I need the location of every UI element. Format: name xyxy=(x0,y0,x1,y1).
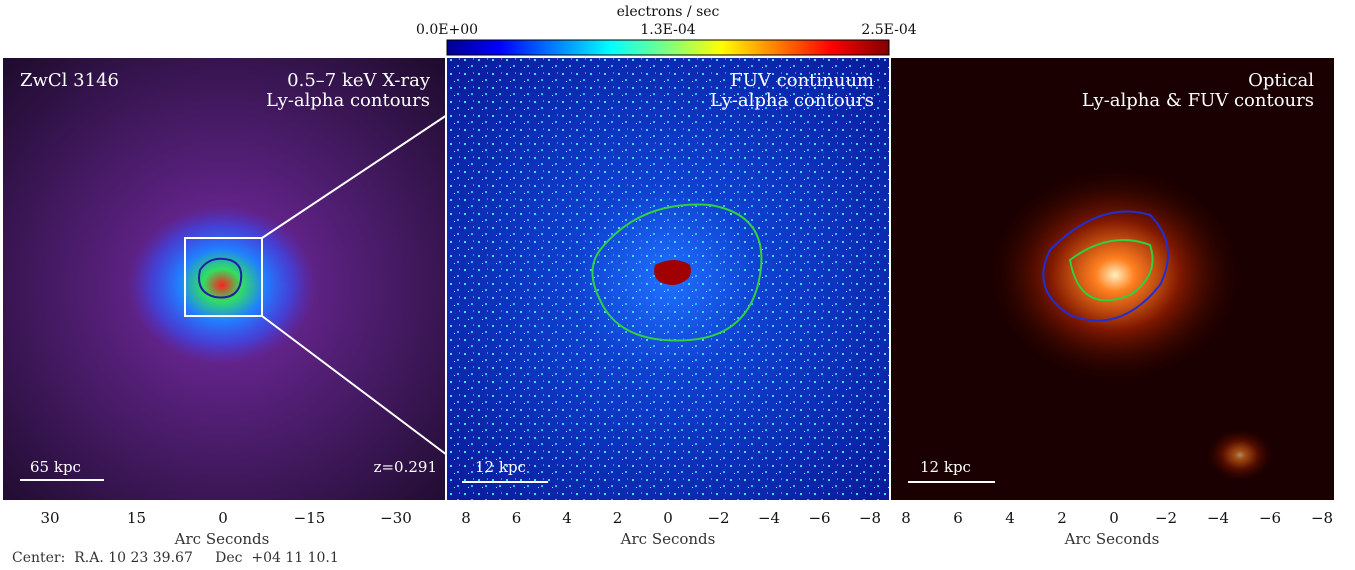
x-axis-label: Arc Seconds xyxy=(620,530,716,548)
colorbar-tick: 1.3E-04 xyxy=(640,22,695,38)
x-axis-label: Arc Seconds xyxy=(1064,530,1160,548)
x-tick-label: 2 xyxy=(613,509,623,527)
x-tick-label: −2 xyxy=(1155,509,1177,527)
panel-label: ZwCl 3146 xyxy=(20,70,119,91)
panel-caption: FUV continuum xyxy=(730,70,874,91)
scale-bar-label: 12 kpc xyxy=(475,458,526,476)
panel-caption: Ly-alpha contours xyxy=(266,90,430,111)
x-tick-label: −8 xyxy=(859,509,881,527)
contour xyxy=(1068,239,1154,302)
contour xyxy=(198,257,243,299)
x-tick-label: 15 xyxy=(127,509,146,527)
scale-bar-label: 12 kpc xyxy=(920,458,971,476)
colorbar-label: electrons / sec xyxy=(617,4,720,20)
colorbar xyxy=(446,39,890,56)
zoom-box xyxy=(184,237,263,317)
contour xyxy=(1042,210,1169,322)
zoom-line xyxy=(261,315,448,456)
panel-caption: Ly-alpha & FUV contours xyxy=(1082,90,1314,111)
fuv-core xyxy=(654,260,691,285)
galaxy xyxy=(1205,427,1275,483)
x-tick-label: 30 xyxy=(40,509,59,527)
x-tick-label: −4 xyxy=(1207,509,1229,527)
x-tick-label: 0 xyxy=(218,509,228,527)
panel-caption: Optical xyxy=(1248,70,1314,91)
contour xyxy=(591,203,763,342)
x-tick-label: −15 xyxy=(294,509,326,527)
x-tick-label: −6 xyxy=(1259,509,1281,527)
x-tick-label: −4 xyxy=(758,509,780,527)
colorbar-tick: 0.0E+00 xyxy=(416,22,478,38)
x-tick-label: 8 xyxy=(461,509,471,527)
x-tick-label: 0 xyxy=(663,509,673,527)
x-tick-label: 0 xyxy=(1109,509,1119,527)
x-tick-label: 4 xyxy=(1005,509,1015,527)
center-coordinates: Center: R.A. 10 23 39.67 Dec +04 11 10.1 xyxy=(12,550,339,566)
scale-bar-label: 65 kpc xyxy=(30,458,81,476)
x-axis-label: Arc Seconds xyxy=(174,530,270,548)
optical-core xyxy=(985,165,1245,385)
xray-core xyxy=(127,205,317,365)
x-tick-label: −30 xyxy=(380,509,412,527)
x-tick-label: 8 xyxy=(901,509,911,527)
x-tick-label: 2 xyxy=(1057,509,1067,527)
x-tick-label: −2 xyxy=(707,509,729,527)
colorbar-tick: 2.5E-04 xyxy=(861,22,916,38)
x-tick-label: 4 xyxy=(562,509,572,527)
x-tick-label: 6 xyxy=(512,509,522,527)
zoom-line xyxy=(261,114,448,239)
x-tick-label: 6 xyxy=(953,509,963,527)
redshift: z=0.291 xyxy=(374,458,437,476)
x-tick-label: −6 xyxy=(808,509,830,527)
panel-caption: Ly-alpha contours xyxy=(710,90,874,111)
panel-caption: 0.5–7 keV X-ray xyxy=(287,70,431,91)
x-tick-label: −8 xyxy=(1311,509,1333,527)
